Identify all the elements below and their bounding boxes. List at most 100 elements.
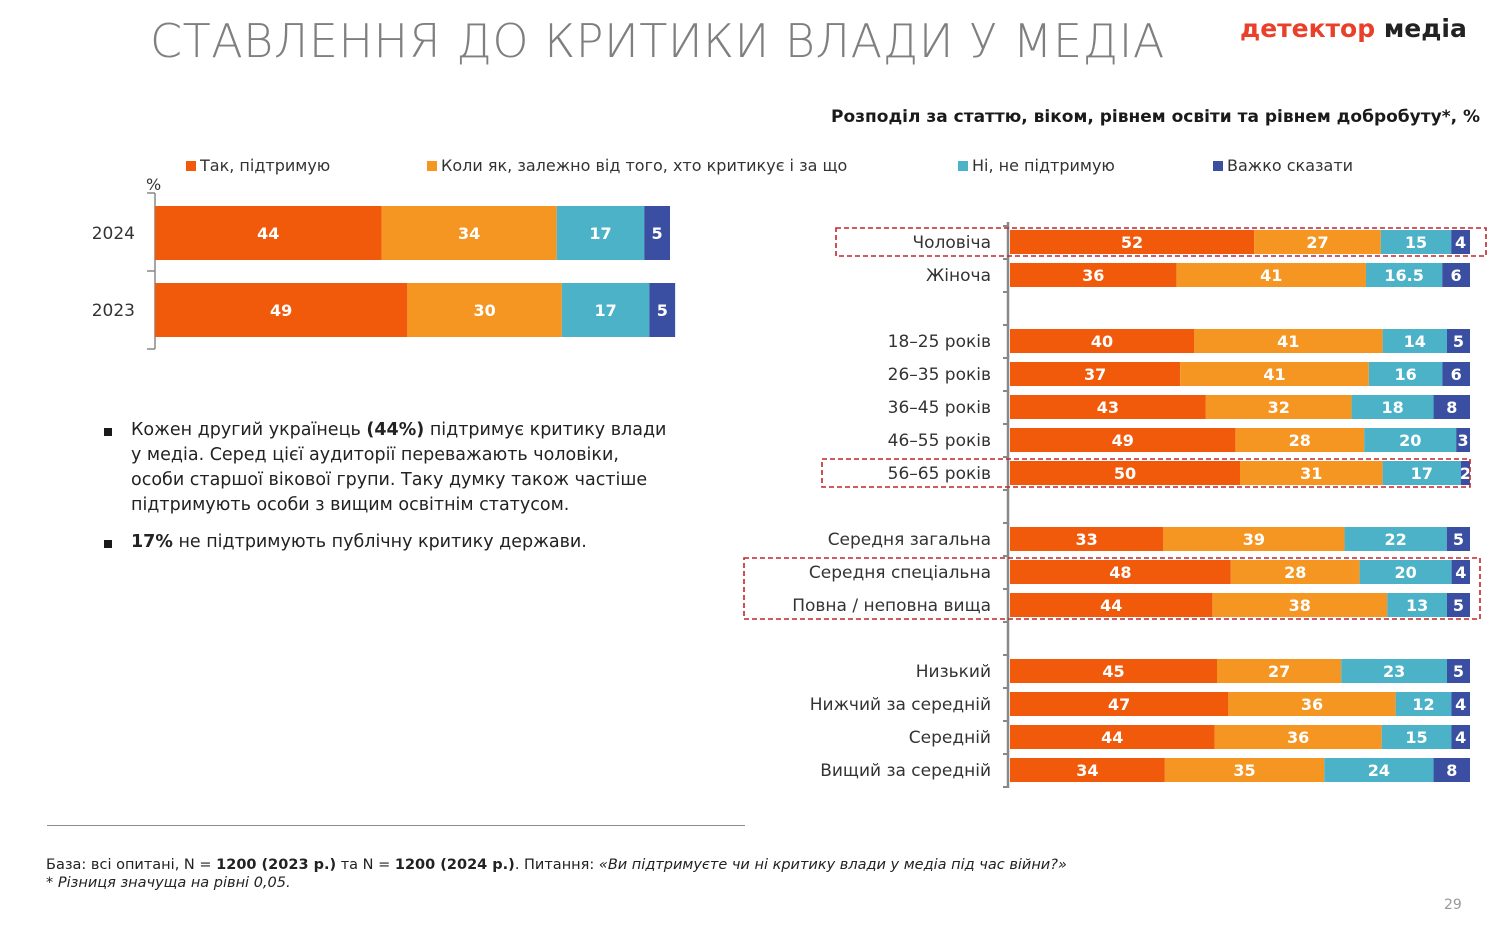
data-label: 37 [1084,365,1106,384]
data-label: 44 [257,224,279,243]
legend-item-no-support: Ні, не підтримую [958,156,1115,175]
legend-label-hard-to-say: Важко сказати [1227,156,1354,175]
bar-segment-hard-to-say [1433,395,1470,419]
data-label: 2 [1460,464,1471,483]
data-label: 16 [1394,365,1416,384]
data-label: 5 [1453,662,1464,681]
bar-segment-depends [1214,725,1382,749]
bar-segment-depends [1228,692,1396,716]
bar-segment-support [155,283,408,337]
footnote: База: всі опитані, N = 1200 (2023 р.) та… [46,856,1466,892]
bar-segment-hard-to-say [1451,725,1470,749]
legend-label-depends: Коли як, залежно від того, хто критикує … [441,156,848,175]
bar-segment-support [1010,428,1236,452]
data-label: 4 [1455,233,1466,252]
bar-segment-depends [1176,263,1366,287]
bar-segment-no-support [561,283,650,337]
bar-segment-support [1010,329,1194,353]
category-label: Середня спеціальна [809,563,991,583]
footnote-base-line: База: всі опитані, N = 1200 (2023 р.) та… [46,856,1466,874]
year-label: 2024 [92,224,135,244]
bar-segment-depends [1235,428,1365,452]
data-label: 13 [1406,596,1428,615]
category-label: Низький [916,662,991,682]
bar-segment-hard-to-say [1460,461,1470,485]
bar-segment-support [1010,758,1165,782]
bar-segment-no-support [1351,395,1434,419]
finding-1-text-a: Кожен другий українець [131,420,367,440]
data-label: 39 [1243,530,1265,549]
legend-swatch-hard-to-say [1213,161,1223,171]
bar-segment-no-support [1344,527,1447,551]
finding-2-highlight: 17% [131,532,173,552]
data-label: 38 [1289,596,1311,615]
page-title: СТАВЛЕННЯ ДО КРИТИКИ ВЛАДИ У МЕДІА [150,14,1165,68]
bar-segment-hard-to-say [1451,230,1470,254]
category-label: Середня загальна [828,530,991,550]
data-label: 28 [1284,563,1306,582]
legend-item-support: Так, підтримую [186,156,330,175]
bar-segment-depends [1164,758,1325,782]
footnote-base-prefix: База: всі опитані, N = [46,857,217,873]
data-label: 41 [1260,266,1282,285]
footnote-n-2023: 1200 (2023 р.) [216,857,337,873]
bullet-square-icon [104,428,112,436]
data-label: 15 [1405,728,1427,747]
bar-segment-no-support [1382,329,1447,353]
bar-segment-hard-to-say [1446,527,1470,551]
data-label: 31 [1300,464,1322,483]
data-label: 24 [1368,761,1390,780]
bar-segment-hard-to-say [644,206,670,260]
bar-segment-support [1010,593,1213,617]
bar-segment-hard-to-say [1456,428,1470,452]
data-label: 35 [1233,761,1255,780]
bar-segment-hard-to-say [1442,263,1470,287]
category-label: 46–55 років [888,431,991,451]
bar-segment-hard-to-say [1447,329,1470,353]
data-label: 17 [589,224,611,243]
footnote-note-line: * Різниця значуща на рівні 0,05. [46,874,1466,892]
unit-label: % [146,175,161,194]
logo-part-detector: детектор [1240,14,1376,43]
bar-segment-depends [1230,560,1360,584]
data-label: 49 [1112,431,1134,450]
data-label: 40 [1091,332,1113,351]
bar-segment-depends [1240,461,1383,485]
category-label: Вищий за середній [820,761,991,781]
bar-segment-hard-to-say [1447,659,1470,683]
bar-segment-no-support [1380,230,1452,254]
bar-segment-no-support [1387,593,1447,617]
year-label: 2023 [92,301,135,321]
data-label: 20 [1399,431,1421,450]
bar-segment-no-support [1381,725,1452,749]
bar-segment-support [1010,692,1229,716]
data-label: 50 [1114,464,1136,483]
brand-logo: детектор медіа [1240,14,1467,43]
data-label: 5 [1453,596,1464,615]
bar-segment-hard-to-say [1447,593,1470,617]
bar-segment-support [1010,362,1181,386]
data-label: 36 [1082,266,1104,285]
data-label: 14 [1404,332,1426,351]
category-label: Середній [909,728,991,748]
category-label: Нижчий за середній [810,695,991,715]
category-label: Повна / неповна вища [792,596,991,616]
data-label: 44 [1100,596,1122,615]
bar-segment-no-support [1365,263,1443,287]
bar-segment-support [1010,560,1231,584]
category-label: 26–35 років [888,365,991,385]
legend-swatch-support [186,161,196,171]
bar-segment-support [1010,263,1177,287]
legend-item-depends: Коли як, залежно від того, хто критикує … [427,156,847,175]
footnote-divider [47,825,745,826]
bar-segment-no-support [1382,461,1461,485]
page-number: 29 [1444,897,1462,913]
data-label: 8 [1446,398,1457,417]
data-label: 41 [1277,332,1299,351]
data-label: 17 [1411,464,1433,483]
category-label: 56–65 років [888,464,991,484]
bar-segment-support [155,206,382,260]
data-label: 15 [1405,233,1427,252]
bar-segment-depends [381,206,557,260]
bullet-square-icon [104,540,112,548]
